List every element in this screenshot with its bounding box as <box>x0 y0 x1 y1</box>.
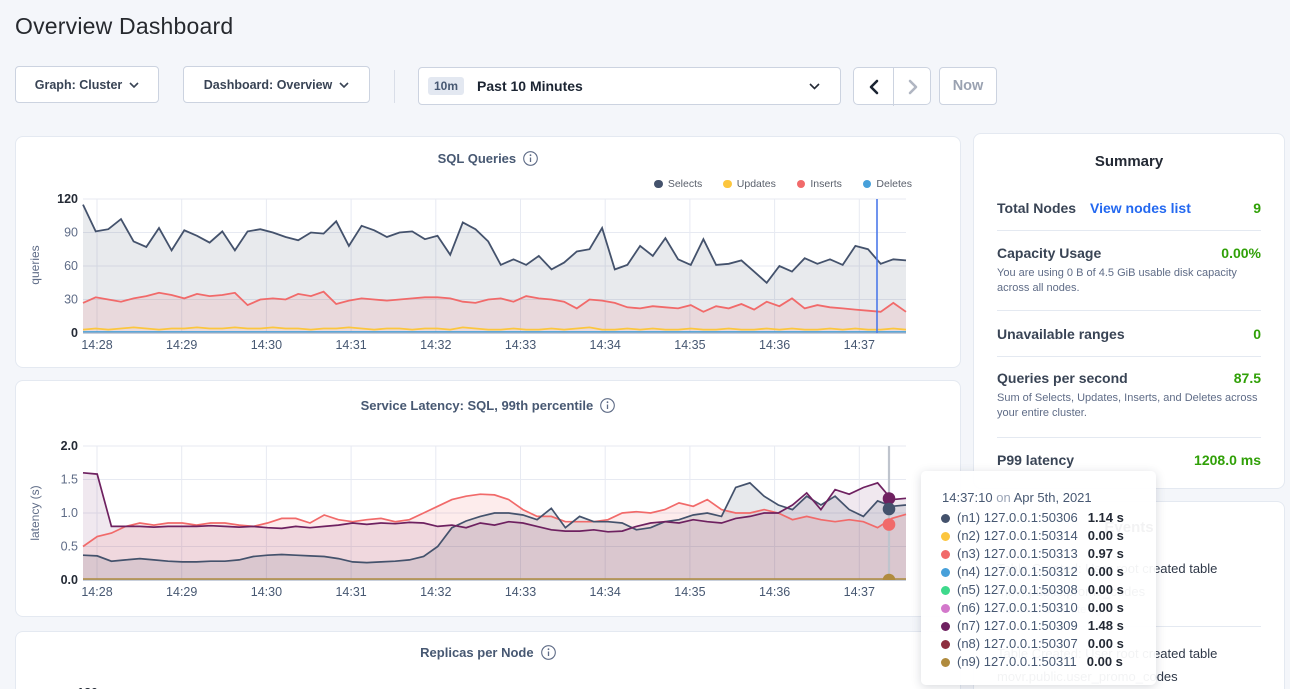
svg-text:14:29: 14:29 <box>166 585 197 599</box>
svg-text:14:36: 14:36 <box>759 338 790 352</box>
svg-text:30: 30 <box>64 293 78 307</box>
svg-text:14:32: 14:32 <box>420 585 451 599</box>
svg-text:14:35: 14:35 <box>674 585 705 599</box>
svg-text:14:33: 14:33 <box>505 585 536 599</box>
svg-text:14:34: 14:34 <box>590 338 621 352</box>
svg-text:14:35: 14:35 <box>674 338 705 352</box>
svg-text:14:28: 14:28 <box>81 585 112 599</box>
svg-text:queries: queries <box>28 245 42 284</box>
svg-text:0.0: 0.0 <box>61 573 78 587</box>
svg-text:14:34: 14:34 <box>590 585 621 599</box>
svg-text:14:31: 14:31 <box>335 338 366 352</box>
svg-text:14:28: 14:28 <box>81 338 112 352</box>
svg-text:0.5: 0.5 <box>61 540 78 554</box>
svg-text:60: 60 <box>64 259 78 273</box>
svg-text:14:29: 14:29 <box>166 338 197 352</box>
svg-text:14:37: 14:37 <box>844 338 875 352</box>
svg-text:2.0: 2.0 <box>61 439 78 453</box>
svg-text:14:30: 14:30 <box>251 585 282 599</box>
svg-text:14:31: 14:31 <box>335 585 366 599</box>
svg-text:0: 0 <box>71 326 78 340</box>
svg-text:14:30: 14:30 <box>251 338 282 352</box>
svg-text:latency (s): latency (s) <box>28 485 42 540</box>
svg-text:1.5: 1.5 <box>61 473 78 487</box>
svg-text:90: 90 <box>64 226 78 240</box>
svg-text:14:32: 14:32 <box>420 338 451 352</box>
svg-text:14:33: 14:33 <box>505 338 536 352</box>
svg-text:1.0: 1.0 <box>61 506 78 520</box>
svg-text:14:36: 14:36 <box>759 585 790 599</box>
svg-text:120: 120 <box>57 192 78 206</box>
svg-text:14:37: 14:37 <box>844 585 875 599</box>
